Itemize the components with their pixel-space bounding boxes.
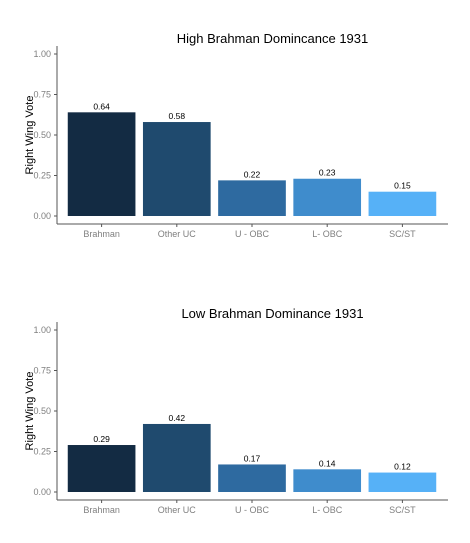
y-tick-label: 0.25 [33, 171, 51, 181]
y-tick-label: 1.00 [33, 325, 51, 335]
y-axis-label: Right Wing Vote [24, 372, 36, 451]
bar-u-obc [218, 180, 286, 216]
data-label: 0.64 [93, 101, 110, 111]
bar-u-obc [218, 464, 286, 492]
bar-brahman [67, 445, 136, 492]
x-tick-label: L- OBC [312, 505, 343, 515]
bar-brahman [67, 112, 136, 216]
data-label: 0.42 [169, 413, 186, 423]
bar-sc-st [368, 191, 437, 216]
y-axis-label: Right Wing Vote [24, 96, 36, 175]
bar-other-uc [142, 423, 211, 492]
chart-title: Low Brahman Dominance 1931 [181, 306, 363, 321]
y-tick-label: 0.00 [33, 487, 51, 497]
x-tick-label: L- OBC [312, 229, 343, 239]
y-tick-label: 1.00 [33, 49, 51, 59]
x-tick-label: SC/ST [389, 229, 416, 239]
data-label: 0.22 [244, 169, 261, 179]
data-label: 0.14 [319, 458, 336, 468]
x-tick-label: SC/ST [389, 505, 416, 515]
y-tick-label: 0.75 [33, 366, 51, 376]
data-label: 0.23 [319, 168, 336, 178]
bar-sc-st [368, 472, 437, 492]
y-tick-label: 0.75 [33, 90, 51, 100]
x-tick-label: Other UC [158, 505, 197, 515]
x-tick-label: Brahman [83, 505, 120, 515]
data-label: 0.58 [169, 111, 186, 121]
y-tick-label: 0.50 [33, 130, 51, 140]
x-tick-label: Brahman [83, 229, 120, 239]
data-label: 0.17 [244, 453, 261, 463]
y-tick-label: 0.50 [33, 406, 51, 416]
x-tick-label: U - OBC [235, 229, 270, 239]
chart-panel-1: High Brahman Domincance 1931 0.00 0.25 0.50… [24, 31, 448, 239]
chart-title: High Brahman Domincance 1931 [177, 31, 369, 46]
bar-l-obc [293, 178, 362, 216]
data-label: 0.15 [394, 181, 411, 191]
x-tick-label: Other UC [158, 229, 197, 239]
x-tick-label: U - OBC [235, 505, 270, 515]
chart-panel-2: Low Brahman Dominance 1931 0.00 0.25 0.50 0.… [24, 306, 448, 515]
y-tick-label: 0.00 [33, 211, 51, 221]
data-label: 0.29 [93, 434, 110, 444]
bar-l-obc [293, 469, 362, 492]
y-tick-label: 0.25 [33, 447, 51, 457]
data-label: 0.12 [394, 462, 411, 472]
bar-other-uc [142, 122, 211, 216]
